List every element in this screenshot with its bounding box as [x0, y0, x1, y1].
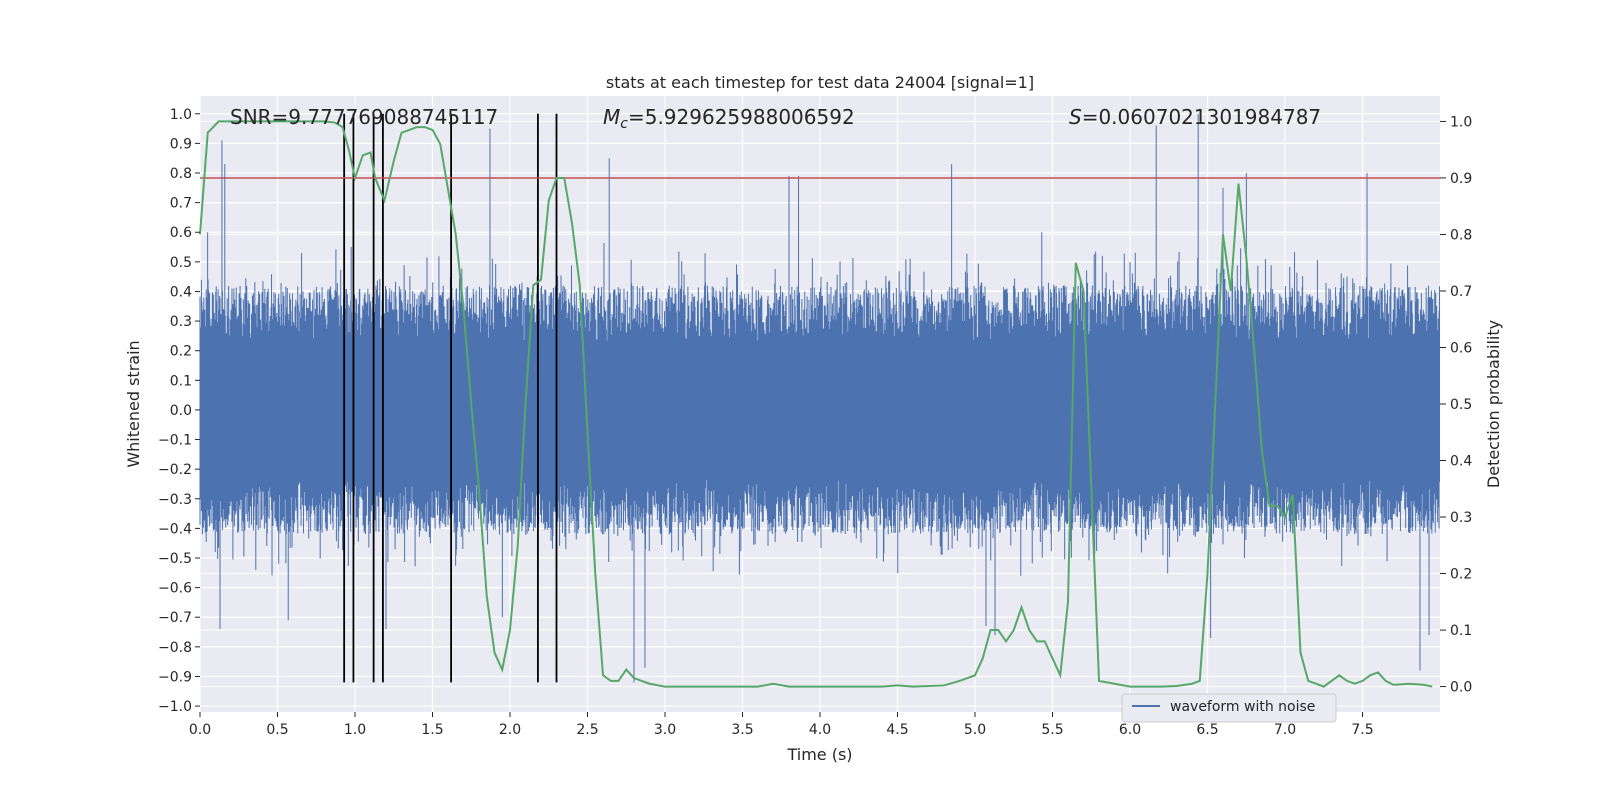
- chirp-mass-value: =5.929625988006592: [628, 105, 855, 129]
- snr-annotation: SNR=9.777769088745117: [230, 105, 498, 129]
- x-axis: 0.0 0.5 1.0 1.5 2.0 2.5 3.0 3.5 4.0 4.5 5.0 5.5 6.0 6…: [189, 712, 1374, 738]
- y-tick-label-20: −1.0: [158, 699, 192, 715]
- x-axis-title: Time (s): [786, 745, 852, 764]
- legend: waveform with noise: [1121, 693, 1337, 723]
- chart-title: stats at each timestep for test data 240…: [606, 73, 1034, 92]
- x-tick-label-15: 7.5: [1351, 722, 1373, 738]
- y-tick-label-10: 0.0: [170, 403, 192, 419]
- y2-tick-label-5: 0.5: [1450, 397, 1472, 413]
- x-tick-label-12: 6.0: [1119, 722, 1141, 738]
- y-tick-label-14: −0.4: [158, 521, 192, 537]
- x-tick-label-14: 7.0: [1274, 722, 1296, 738]
- y2-tick-label-2: 0.8: [1450, 227, 1472, 243]
- y-tick-label-12: −0.2: [158, 462, 192, 478]
- s-symbol: S: [1069, 105, 1082, 129]
- y2-tick-label-6: 0.4: [1450, 454, 1472, 470]
- x-tick-label-6: 3.0: [654, 722, 676, 738]
- y2-tick-label-3: 0.7: [1450, 284, 1472, 300]
- y-tick-label-5: 0.5: [170, 255, 192, 271]
- x-tick-label-5: 2.5: [576, 722, 598, 738]
- y2-tick-label-8: 0.2: [1450, 567, 1472, 583]
- waveform-trace: [199, 113, 1441, 683]
- x-tick-label-9: 4.5: [886, 722, 908, 738]
- left-y-axis: 1.0 0.9 0.8 0.7 0.6 0.5 0.4 0.3 0.2 0.1 0.0 −0.1 −0.…: [158, 107, 200, 715]
- x-tick-label-8: 4.0: [809, 722, 831, 738]
- legend-label: waveform with noise: [1170, 699, 1315, 715]
- x-tick-label-11: 5.5: [1041, 722, 1063, 738]
- y-tick-label-9: 0.1: [170, 373, 192, 389]
- x-tick-label-0: 0.0: [189, 722, 211, 738]
- y2-tick-label-4: 0.6: [1450, 340, 1472, 356]
- detection-probability-line: [199, 120, 1433, 688]
- y-tick-label-13: −0.3: [158, 492, 192, 508]
- y-tick-label-16: −0.6: [158, 581, 192, 597]
- y-tick-label-15: −0.5: [158, 551, 192, 567]
- y-tick-label-8: 0.2: [170, 344, 192, 360]
- y2-tick-label-10: 0.0: [1450, 680, 1472, 696]
- y-tick-label-3: 0.7: [170, 196, 192, 212]
- y-tick-label-11: −0.1: [158, 433, 192, 449]
- y-tick-label-19: −0.9: [158, 669, 192, 685]
- legend-box: [1121, 693, 1337, 723]
- y-tick-label-0: 1.0: [170, 107, 192, 123]
- y2-tick-label-7: 0.3: [1450, 510, 1472, 526]
- x-tick-label-2: 1.0: [344, 722, 366, 738]
- y-tick-label-7: 0.3: [170, 314, 192, 330]
- x-tick-label-13: 6.5: [1196, 722, 1218, 738]
- y2-tick-label-9: 0.1: [1450, 623, 1472, 639]
- chirp-mass-subscript: c: [620, 116, 628, 132]
- chirp-mass-annotation: Mc=5.929625988006592: [603, 105, 855, 132]
- y-tick-label-4: 0.6: [170, 225, 192, 241]
- y-tick-label-17: −0.7: [158, 610, 192, 626]
- y-tick-label-6: 0.4: [170, 284, 192, 300]
- x-tick-label-1: 0.5: [266, 722, 288, 738]
- y-tick-label-18: −0.8: [158, 640, 192, 656]
- waveform-with-noise-series: [199, 113, 1441, 683]
- x-tick-label-4: 2.0: [499, 722, 521, 738]
- y2-axis-title: Detection probability: [1484, 320, 1503, 488]
- y2-tick-label-0: 1.0: [1450, 114, 1472, 130]
- chirp-mass-symbol: M: [603, 105, 620, 129]
- right-y-axis: 1.0 0.9 0.8 0.7 0.6 0.5 0.4 0.3 0.2 0.1 0.0: [1440, 114, 1472, 696]
- x-tick-label-3: 1.5: [421, 722, 443, 738]
- y-tick-label-1: 0.9: [170, 136, 192, 152]
- y-tick-label-2: 0.8: [170, 166, 192, 182]
- s-annotation: S=0.0607021301984787: [1069, 105, 1321, 129]
- x-tick-label-7: 3.5: [731, 722, 753, 738]
- s-value: =0.0607021301984787: [1082, 105, 1321, 129]
- y-axis-title: Whitened strain: [124, 340, 143, 467]
- x-tick-label-10: 5.0: [964, 722, 986, 738]
- y2-tick-label-1: 0.9: [1450, 171, 1472, 187]
